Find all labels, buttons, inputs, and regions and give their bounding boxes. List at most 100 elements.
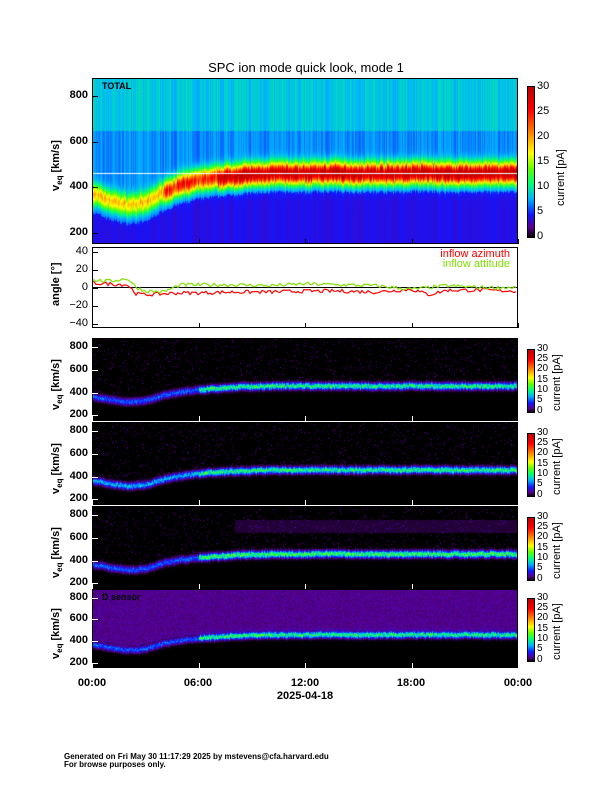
colorbar: [527, 86, 535, 238]
spectrogram-6: [92, 589, 518, 668]
colorbar-tick-label: 5: [537, 394, 543, 406]
plot-frame: [92, 422, 518, 505]
y-tick-label: 400: [69, 553, 88, 566]
y-tick-mark: [92, 415, 98, 417]
x-tick-mark: [92, 584, 93, 589]
y-tick-label: 40: [75, 244, 88, 257]
y-tick-mark: [92, 476, 98, 478]
colorbar-tick-label: 25: [537, 105, 550, 117]
y-tick-label: 800: [69, 590, 88, 603]
y-tick-label: 400: [69, 633, 88, 646]
spectrogram-4: [92, 422, 518, 505]
y-tick-label: 400: [69, 385, 88, 398]
colorbar-tick-label: 5: [537, 643, 543, 655]
colorbar-tick-label: 25: [537, 520, 549, 532]
panel-label: TOTAL: [102, 81, 132, 91]
y-tick-label: 200: [69, 655, 88, 668]
colorbar-tick-label: 15: [537, 373, 549, 385]
colorbar: [527, 597, 535, 662]
y-tick-label: 800: [69, 340, 88, 353]
colorbar-tick-label: 25: [537, 352, 549, 364]
colorbar-tick-label: 20: [537, 130, 550, 142]
y-tick-mark: [92, 287, 98, 289]
x-tick-mark: [518, 584, 519, 589]
y-tick-mark: [92, 369, 98, 371]
colorbar-tick-label: 10: [537, 383, 549, 395]
spectrogram-1: [92, 78, 518, 244]
x-tick-mark: [92, 239, 93, 244]
colorbar-tick-label: 15: [537, 541, 549, 553]
x-tick-mark: [92, 500, 93, 505]
y-tick-mark: [92, 537, 98, 539]
colorbar-tick-label: 10: [537, 632, 549, 644]
colorbar-tick-label: 0: [537, 653, 543, 665]
colorbar-tick-label: 5: [537, 562, 543, 574]
colorbar-tick-label: 20: [537, 447, 549, 459]
x-tick-mark: [198, 500, 200, 505]
y-tick-mark: [92, 662, 98, 664]
plot-frame: [92, 338, 518, 421]
x-tick-mark: [92, 663, 93, 668]
colorbar: [527, 348, 535, 413]
y-tick-label: 800: [69, 424, 88, 437]
spectrogram-3: [92, 338, 518, 421]
y-tick-mark: [92, 392, 98, 394]
x-tick-mark: [305, 323, 306, 328]
y-tick-label: 0: [81, 280, 88, 293]
x-tick-mark: [198, 416, 200, 421]
plot-frame: [92, 247, 518, 328]
colorbar-tick-label: 0: [537, 488, 543, 500]
panel-label: D sensor: [102, 592, 141, 602]
colorbar-tick-label: 0: [537, 404, 543, 416]
colorbar-label: current [pA]: [551, 602, 563, 660]
x-tick-mark: [518, 416, 519, 421]
x-tick-mark: [411, 416, 413, 421]
colorbar-tick-label: 0: [537, 572, 543, 584]
colorbar-tick-label: 30: [537, 591, 549, 603]
x-tick-label: 12:00: [290, 677, 320, 689]
colorbar: [527, 432, 535, 497]
colorbar-tick-label: 15: [537, 155, 550, 167]
spectrogram-5: [92, 506, 518, 589]
y-tick-label: 200: [69, 576, 88, 589]
y-tick-label: 400: [69, 180, 88, 193]
y-tick-label: 600: [69, 362, 88, 375]
colorbar-tick-label: 10: [537, 180, 550, 192]
y-tick-mark: [92, 323, 98, 325]
y-tick-mark: [92, 96, 98, 98]
plot-frame: [92, 589, 518, 668]
y-tick-mark: [92, 453, 98, 455]
y-tick-label: −40: [69, 316, 88, 329]
y-tick-mark: [92, 619, 98, 621]
y-tick-label: 600: [69, 446, 88, 459]
colorbar-tick-label: 20: [537, 531, 549, 543]
y-tick-label: 600: [69, 134, 88, 147]
colorbar-tick-label: 5: [537, 205, 544, 217]
y-tick-mark: [92, 597, 98, 599]
y-tick-label: 200: [69, 408, 88, 421]
colorbar-label: current [pA]: [551, 437, 563, 495]
y-tick-label: 20: [75, 262, 88, 275]
colorbar-label: current [pA]: [551, 353, 563, 411]
colorbar-tick-label: 20: [537, 363, 549, 375]
x-tick-mark: [92, 416, 93, 421]
colorbar-tick-label: 15: [537, 457, 549, 469]
colorbar-tick-label: 10: [537, 467, 549, 479]
x-tick-label: 00:00: [503, 677, 533, 689]
colorbar-label: current [pA]: [551, 521, 563, 579]
series-inflow-azimuth: [92, 280, 517, 297]
colorbar-label: current [pA]: [555, 149, 567, 206]
legend-entry: inflow attitude: [442, 258, 510, 270]
colorbar-tick-label: 0: [537, 230, 544, 242]
x-tick-label: 06:00: [183, 677, 213, 689]
footer-generated: Generated on Fri May 30 11:17:29 2025 by…: [64, 752, 329, 761]
date-label: 2025-04-18: [276, 690, 334, 702]
x-tick-mark: [92, 323, 93, 328]
colorbar-tick-label: 10: [537, 551, 549, 563]
y-tick-label: 800: [69, 89, 88, 102]
y-tick-label: 600: [69, 530, 88, 543]
colorbar-tick-label: 30: [537, 510, 549, 522]
y-tick-label: 800: [69, 508, 88, 521]
y-tick-mark: [92, 269, 98, 271]
x-tick-mark: [305, 239, 306, 244]
